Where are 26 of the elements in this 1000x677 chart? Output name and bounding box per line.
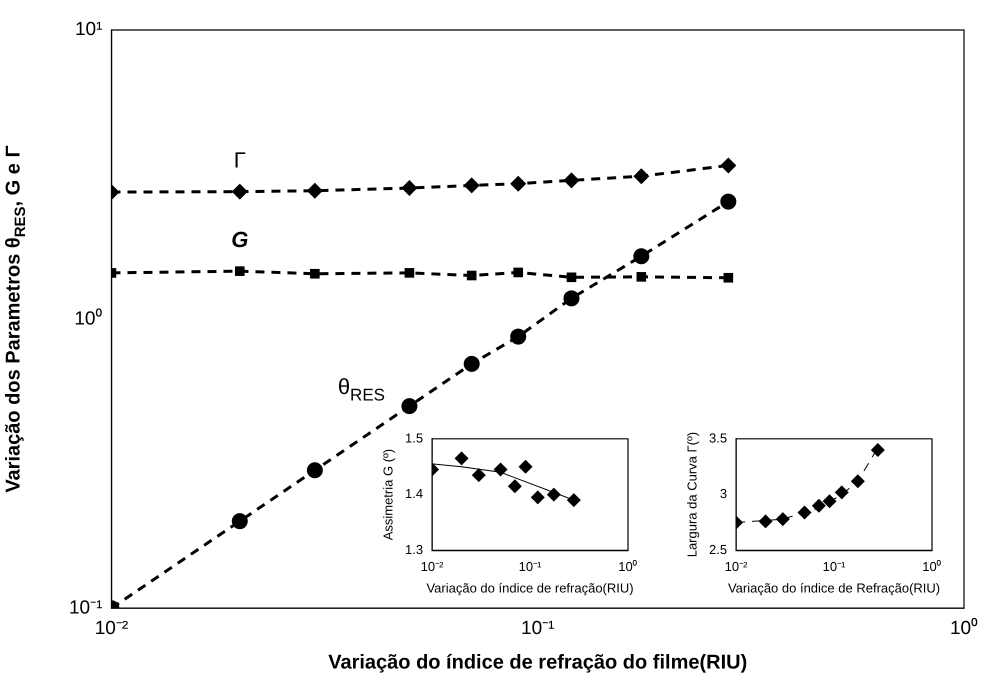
x-axis-title: Variação do índice de Refração(RIU) xyxy=(728,580,940,596)
x-tick-label: 10⁰ xyxy=(950,616,978,639)
y-tick-label: 3 xyxy=(720,486,728,502)
y-tick-label: 10⁰ xyxy=(74,307,102,330)
y-axis-title: Largura da Curva Γ(º) xyxy=(684,432,700,558)
x-tick-label: 10⁰ xyxy=(618,558,638,574)
series-label: G xyxy=(231,227,248,252)
y-axis-title: Assimetria G (º) xyxy=(380,448,396,540)
y-tick-label: 10⁻¹ xyxy=(68,597,102,618)
y-tick-label: 1.4 xyxy=(404,486,424,502)
x-tick-label: 10⁰ xyxy=(922,558,942,574)
y-tick-label: 10¹ xyxy=(74,19,102,40)
x-tick-label: 10⁻¹ xyxy=(518,558,542,574)
x-axis-title: Variação do índice de refração(RIU) xyxy=(426,580,634,596)
x-tick-label: 10⁻¹ xyxy=(822,558,846,574)
y-axis-title: Variação dos Parametros θRES, G e Γ xyxy=(2,146,30,493)
x-tick-label: 10⁻² xyxy=(724,558,748,574)
x-tick-label: 10⁻¹ xyxy=(520,618,554,639)
x-tick-label: 10⁻² xyxy=(420,558,444,574)
y-tick-label: 1.5 xyxy=(404,430,424,446)
series-label: Γ xyxy=(234,148,246,173)
y-tick-label: 1.3 xyxy=(404,542,424,557)
y-tick-label: 3.5 xyxy=(708,430,728,446)
y-tick-label: 2.5 xyxy=(708,542,728,557)
x-axis-title: Variação do índice de refração do filme(RIU) xyxy=(328,652,748,674)
x-tick-label: 10⁻² xyxy=(94,618,128,639)
